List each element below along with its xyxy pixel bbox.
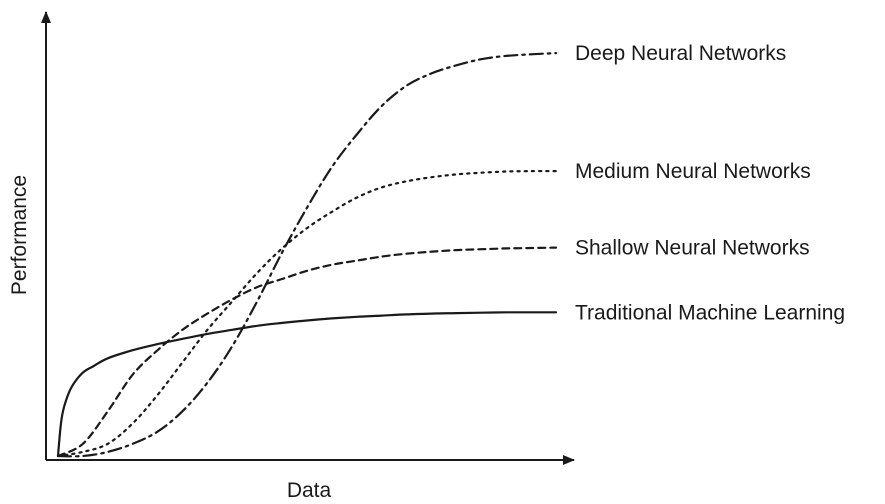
series-line-shallow-neural-networks	[56, 246, 558, 458]
series-line-traditional-machine-learning	[56, 311, 558, 458]
series-line-deep-neural-networks	[56, 52, 558, 458]
series-label-deep-neural-networks: Deep Neural Networks	[575, 42, 786, 65]
y-axis-label: Performance	[8, 175, 31, 295]
series-label-medium-neural-networks: Medium Neural Networks	[575, 160, 811, 183]
series-label-shallow-neural-networks: Shallow Neural Networks	[575, 237, 810, 260]
series-label-traditional-machine-learning: Traditional Machine Learning	[575, 301, 845, 324]
series-line-medium-neural-networks	[56, 169, 558, 458]
series-labels: Deep Neural Networks Medium Neural Networ…	[575, 42, 845, 324]
x-axis-label: Data	[287, 479, 332, 502]
series-layer	[56, 52, 558, 458]
